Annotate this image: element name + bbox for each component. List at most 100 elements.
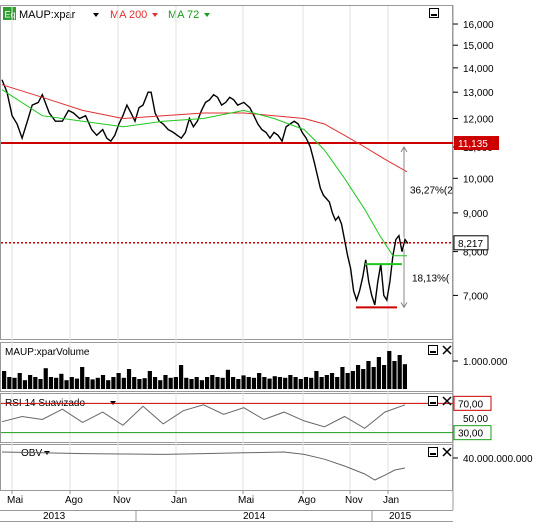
- volume-bar: [12, 377, 17, 389]
- volume-bar: [257, 373, 262, 389]
- obv-line: [1, 451, 406, 481]
- obv-panel-controls: [428, 447, 452, 457]
- maximize-icon[interactable]: [429, 8, 439, 18]
- rsi-level-box: [453, 425, 492, 441]
- symbol-label[interactable]: MAUP:xpar: [19, 9, 76, 21]
- level-label: 8,217: [458, 239, 483, 250]
- volume-bar: [2, 371, 7, 389]
- level-label: 11,135: [458, 139, 488, 150]
- volume-title: MAUP:xparVolume: [5, 347, 90, 358]
- obv-panel-frame: [0, 444, 453, 491]
- price-line: [1, 79, 409, 306]
- volume-bar: [262, 377, 267, 389]
- volume-bar: [28, 375, 33, 389]
- close-icon[interactable]: [442, 447, 452, 457]
- chevron-down-icon[interactable]: [152, 13, 158, 17]
- volume-bar: [345, 373, 350, 389]
- price-y-axis: 16,00015,00014,00013,00012,00011,00010,0…: [453, 20, 494, 302]
- rsi-line: [1, 404, 406, 429]
- volume-bar: [199, 380, 204, 389]
- y-tick-label: 13,000: [463, 88, 494, 99]
- annotation-label: 18,13%(: [412, 274, 450, 285]
- volume-bar: [361, 369, 366, 389]
- volume-bar: [64, 380, 69, 389]
- volume-bar: [205, 377, 210, 389]
- volume-bar: [272, 376, 277, 389]
- volume-bar: [246, 377, 251, 389]
- price-levels: 11,135 8,217: [1, 136, 499, 251]
- chevron-down-icon[interactable]: [204, 13, 210, 17]
- x-axis: Mai Ago Nov Jan Mai Ago Nov Jan 2013 2014 2015: [0, 490, 453, 522]
- y-tick-label: 50,00: [463, 414, 488, 425]
- y-tick-label: 10,000: [463, 174, 494, 185]
- volume-bar: [7, 377, 12, 389]
- volume-bar: [33, 377, 38, 389]
- vertical-grid: [11, 6, 389, 490]
- year-label: 2014: [243, 511, 266, 522]
- y-tick-label: 40.000.000.000: [463, 454, 533, 465]
- volume-bar: [309, 377, 314, 389]
- panel-frames: [0, 5, 454, 510]
- chart-header: Eq MAUP:xpar MA 200 MA 72: [3, 7, 210, 21]
- volume-bar: [54, 377, 59, 389]
- volume-bar: [194, 377, 199, 389]
- close-icon[interactable]: [442, 396, 452, 406]
- ma72-line: [1, 89, 407, 257]
- symbol-badge[interactable]: [3, 7, 16, 20]
- symbol-badge-text: Eq: [5, 10, 16, 20]
- volume-bar: [366, 361, 371, 389]
- volume-bar: [324, 375, 329, 389]
- volume-bar: [126, 369, 132, 389]
- maximize-icon[interactable]: [428, 345, 438, 355]
- volume-bar: [381, 365, 387, 389]
- volume-bar: [85, 377, 90, 389]
- volume-bar: [22, 380, 28, 389]
- y-tick-label: 14,000: [463, 64, 494, 75]
- volume-bar: [288, 375, 293, 389]
- ma72-label[interactable]: MA 72: [168, 9, 199, 21]
- volume-bar: [95, 377, 100, 389]
- volume-bar: [283, 377, 288, 389]
- arrow-head-icon: [400, 302, 408, 309]
- volume-bar: [69, 377, 74, 389]
- volume-bar: [132, 377, 137, 389]
- volume-bar: [74, 378, 80, 389]
- volume-bar: [189, 379, 194, 389]
- volume-bar: [387, 351, 392, 389]
- annotation-label: 36,27%(2: [410, 185, 453, 196]
- volume-bar: [137, 379, 142, 389]
- chevron-down-icon[interactable]: [93, 13, 99, 17]
- x-tick-label: Jan: [383, 495, 399, 506]
- x-tick-label: Nov: [345, 495, 363, 506]
- volume-bar: [376, 357, 381, 389]
- volume-bar: [147, 371, 152, 389]
- x-tick-label: Ago: [65, 495, 83, 506]
- close-icon[interactable]: [442, 345, 452, 355]
- volume-bar: [231, 377, 236, 389]
- x-tick-label: Jan: [171, 495, 187, 506]
- volume-bar: [163, 375, 168, 389]
- maximize-icon[interactable]: [428, 447, 438, 457]
- volume-bar: [43, 368, 48, 389]
- volume-bar: [303, 377, 309, 389]
- volume-bar: [121, 377, 126, 389]
- ma200-label[interactable]: MA 200: [110, 9, 147, 21]
- volume-bar: [225, 369, 231, 389]
- volume-bar: [340, 367, 345, 389]
- rsi-level-label: 70,00: [458, 399, 483, 410]
- x-tick-label: Mai: [238, 495, 254, 506]
- volume-bar: [152, 377, 158, 389]
- volume-bar: [314, 371, 319, 389]
- volume-bar: [319, 377, 324, 389]
- volume-bar: [184, 377, 189, 389]
- volume-bar: [277, 377, 283, 389]
- volume-bar: [298, 379, 303, 389]
- y-tick-label: 12,000: [463, 114, 494, 125]
- y-tick-label: 7,000: [463, 291, 488, 302]
- volume-bar: [116, 373, 121, 389]
- volume-bar: [335, 377, 340, 389]
- obv-title[interactable]: OBV: [21, 448, 42, 459]
- volume-bar: [59, 373, 64, 389]
- maximize-icon[interactable]: [428, 396, 438, 406]
